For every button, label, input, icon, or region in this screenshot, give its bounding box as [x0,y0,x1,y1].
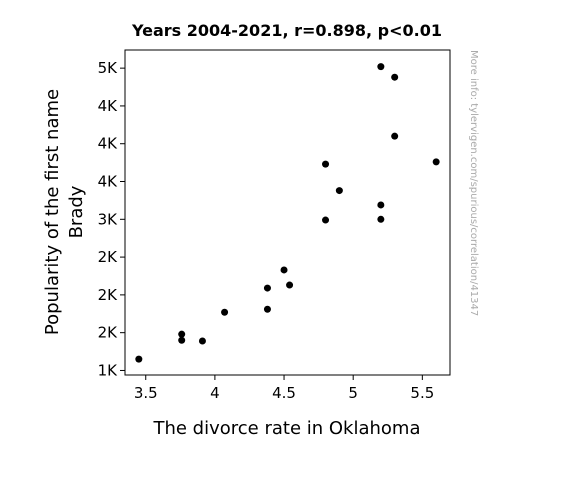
scatter-point [432,158,440,166]
scatter-point [391,73,399,81]
y-tick-label: 4K [98,97,119,115]
scatter-point [286,281,294,289]
y-axis-label-line-1: Popularity of the first name [42,89,63,335]
y-tick-label: 4K [98,135,119,153]
scatter-point [377,63,385,71]
data-points [135,63,440,363]
plot-area [124,49,451,376]
scatter-point [377,201,385,209]
y-tick-label: 5K [98,59,119,77]
scatter-point [322,216,330,224]
scatter-point [135,355,143,363]
y-tick-label: 1K [98,361,119,379]
x-axis-label: The divorce rate in Oklahoma [152,418,420,439]
y-tick-label: 2K [98,286,119,304]
x-tick-label: 3.5 [134,384,158,402]
scatter-point [178,336,186,344]
y-tick-label: 3K [98,210,119,228]
y-tick-label: 4K [98,173,119,191]
y-tick-label: 2K [98,248,119,266]
x-axis: 3.5 4 4.5 5 5.5 [134,375,434,402]
x-tick-label: 4.5 [272,384,296,402]
scatter-point [280,266,288,274]
scatter-point [263,305,271,313]
scatter-point [335,187,343,195]
scatter-point [198,337,206,345]
x-tick-label: 4 [210,384,220,402]
scatter-point [377,215,385,223]
watermark-text: More info: tylervigen.com/spurious/corre… [468,50,479,316]
chart-title: Years 2004-2021, r=0.898, p<0.01 [131,21,442,40]
scatter-point [221,308,229,316]
scatter-point [322,160,330,168]
x-tick-label: 5 [348,384,358,402]
y-tick-label: 2K [98,324,119,342]
x-tick-label: 5.5 [410,384,434,402]
y-axis: 1K 2K 2K 2K 3K 4K 4K 4K 5K [98,59,125,379]
scatter-point [178,330,186,338]
scatter-point [263,284,271,292]
scatter-point [391,132,399,140]
y-axis-label-line-2: Brady [66,185,87,238]
